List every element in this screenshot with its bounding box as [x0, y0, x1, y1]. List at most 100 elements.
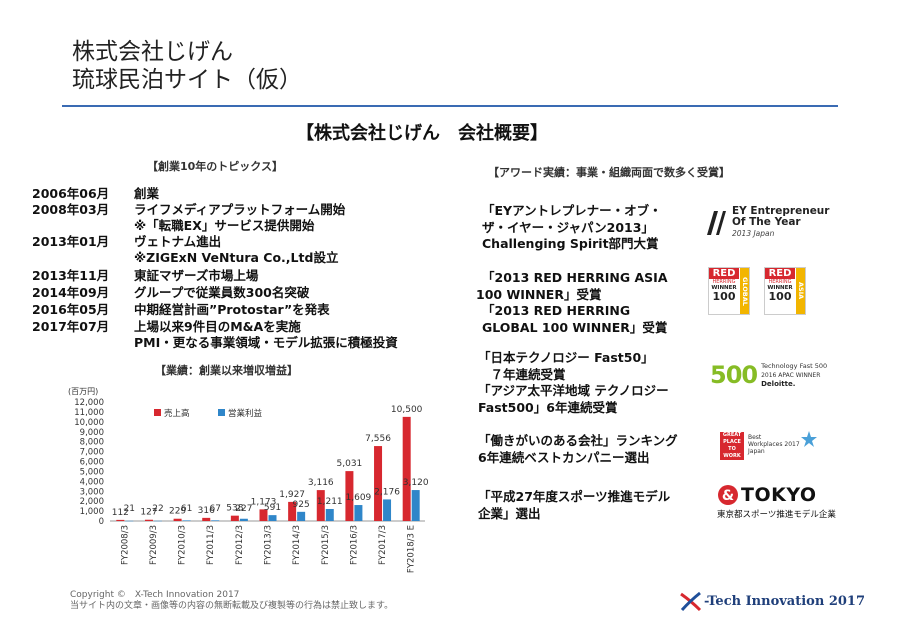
red-herring-global-logo: RED HERRING WINNER 100 GLOBAL	[708, 267, 750, 315]
bar-operating-profit	[411, 490, 420, 521]
x-tick-label: FY2017/3	[378, 525, 388, 565]
bar-operating-profit	[211, 520, 220, 521]
y-tick-label: 8,000	[80, 438, 104, 448]
bar-operating-profit	[153, 520, 162, 522]
section-title: 【株式会社じげん 会社概要】	[296, 123, 548, 144]
y-tick-label: 12,000	[74, 398, 104, 408]
data-label-revenue: 5,031	[337, 459, 363, 469]
bar-operating-profit	[239, 518, 248, 521]
data-label-operating-profit: 22	[152, 504, 163, 514]
timeline-row: 2014年09月 グループで従業員数300名突破	[32, 285, 310, 300]
timeline-row: 2013年01月 ヴェトナム進出	[32, 234, 222, 249]
data-label-revenue: 316	[198, 506, 215, 516]
y-tick-label: 3,000	[80, 487, 104, 497]
legend-swatch-revenue	[154, 409, 161, 416]
x-mark-icon	[680, 591, 702, 612]
great-place-to-work-logo: GREAT PLACE TO WORK Best Workplaces 2017 J…	[720, 430, 820, 462]
brand-logo: -Tech Innovation 2017	[678, 590, 865, 612]
timeline-row: 2008年03月 ライフメディアプラットフォーム開始	[32, 202, 346, 217]
ey-logo: EY Entrepreneur Of The Year 2013 Japan	[704, 206, 829, 239]
footer-notice: 当サイト内の文章・画像等の内容の無断転載及び複製等の行為は禁止致します。	[70, 601, 394, 611]
bar-operating-profit	[125, 520, 134, 522]
bar-operating-profit	[297, 511, 306, 521]
x-tick-label: FY2011/3	[206, 525, 216, 565]
bar-revenue	[202, 517, 211, 521]
data-label-revenue: 112	[112, 508, 129, 518]
tokyo-sports-logo: & TOKYO 東京都スポーツ推進モデル企業	[717, 484, 836, 520]
award-ey: 「EYアントレプレナー・オブ・ ザ・イヤー・ジャパン2013」 Challeng…	[482, 203, 662, 251]
bar-revenue	[173, 518, 182, 521]
data-label-revenue: 229	[169, 507, 186, 517]
bar-operating-profit	[354, 505, 363, 521]
bar-revenue	[345, 471, 354, 521]
y-tick-label: 11,000	[74, 408, 104, 418]
award-sports: 「平成27年度スポーツ推進モデル 企業」選出	[478, 489, 671, 521]
star-icon	[801, 431, 817, 447]
bar-revenue	[374, 446, 383, 521]
y-tick-label: 10,000	[74, 418, 104, 428]
award-red-herring: 「2013 RED HERRING ASIA 100 WINNER」受賞 「20…	[476, 270, 668, 335]
svg-text:&: &	[722, 488, 734, 504]
data-label-revenue: 538	[226, 504, 243, 514]
page-title-line2: 琉球民泊サイト（仮）	[72, 67, 302, 93]
x-tick-label: FY2014/3	[292, 525, 302, 565]
bar-operating-profit	[268, 515, 277, 521]
revenue-chart: (百万円) 12,00011,00010,0009,0008,0007,0006,…	[68, 387, 429, 573]
timeline-row: 2017年07月 上場以来9件目のM&Aを実施	[32, 319, 301, 334]
data-label-revenue: 1,927	[279, 490, 305, 500]
timeline-row: 2013年11月 東証マザーズ市場上場	[32, 268, 259, 283]
bar-revenue	[316, 490, 325, 521]
data-label-operating-profit: 61	[181, 504, 192, 514]
y-tick-label: 6,000	[80, 458, 104, 468]
bar-revenue	[259, 509, 268, 521]
timeline-row-note: ※ZIGExN VeNtura Co.,Ltd設立	[134, 250, 339, 265]
legend-swatch-operating-profit	[218, 409, 225, 416]
award-fast50: 「日本テクノロジー Fast50」 ７年連続受賞 「アジア太平洋地域 テクノロジ…	[478, 350, 669, 415]
y-tick-label: 9,000	[80, 428, 104, 438]
bar-revenue	[116, 519, 125, 521]
data-label-operating-profit: 1,609	[346, 493, 372, 503]
x-tick-label: FY2008/3	[120, 525, 130, 565]
deloitte-fast500-logo: 500 Technology Fast 500 2016 APAC WINNER…	[710, 361, 828, 389]
red-herring-asia-logo: RED HERRING WINNER 100 ASIA	[764, 267, 806, 315]
y-tick-label: 2,000	[80, 497, 104, 507]
ampersand-circle-icon: &	[718, 485, 738, 505]
x-tick-label: FY2018/3 E	[407, 525, 417, 573]
timeline-row: 2016年05月 中期経営計画”Protostar”を発表	[32, 302, 330, 317]
x-tick-label: FY2012/3	[235, 525, 245, 565]
y-tick-label: 0	[99, 517, 104, 527]
data-label-operating-profit: 21	[124, 504, 135, 514]
data-label-operating-profit: 3,120	[403, 478, 429, 488]
bar-revenue	[144, 519, 153, 521]
page-title-line1: 株式会社じげん	[72, 39, 233, 65]
x-tick-label: FY2009/3	[149, 525, 159, 565]
timeline-heading: 【創業10年のトピックス】	[147, 160, 283, 173]
data-label-revenue: 3,116	[308, 478, 334, 488]
awards-heading: 【アワード実績：事業・組織両面で数多く受賞】	[488, 166, 730, 179]
legend-label-revenue: 売上高	[164, 408, 190, 419]
data-label-operating-profit: 2,176	[374, 487, 400, 497]
chart-title: 【業績：創業以来増収増益】	[155, 364, 298, 377]
bar-operating-profit	[383, 499, 392, 521]
x-tick-label: FY2010/3	[178, 525, 188, 565]
data-label-revenue: 10,500	[391, 405, 423, 415]
ey-mark-icon	[707, 210, 726, 235]
bar-revenue	[288, 501, 297, 521]
x-tick-label: FY2015/3	[321, 525, 331, 565]
y-axis-label: (百万円)	[68, 387, 98, 396]
y-tick-label: 7,000	[80, 448, 104, 458]
x-tick-label: FY2013/3	[264, 525, 274, 565]
y-tick-label: 5,000	[80, 467, 104, 477]
y-tick-label: 4,000	[80, 477, 104, 487]
data-label-operating-profit: 925	[293, 500, 310, 510]
bar-operating-profit	[325, 508, 334, 521]
timeline-row-note: PMI・更なる事業領域・モデル拡張に積極投資	[134, 335, 398, 350]
award-best-company: 「働きがいのある会社」ランキング 6年連続ベストカンパニー選出	[478, 433, 678, 465]
bar-revenue	[230, 515, 239, 521]
data-label-operating-profit: 67	[210, 504, 221, 514]
data-label-operating-profit: 1,211	[317, 497, 343, 507]
title-underline	[62, 105, 838, 107]
bar-operating-profit	[182, 520, 191, 521]
bar-revenue	[402, 416, 411, 521]
legend-label-operating-profit: 営業利益	[228, 408, 263, 419]
